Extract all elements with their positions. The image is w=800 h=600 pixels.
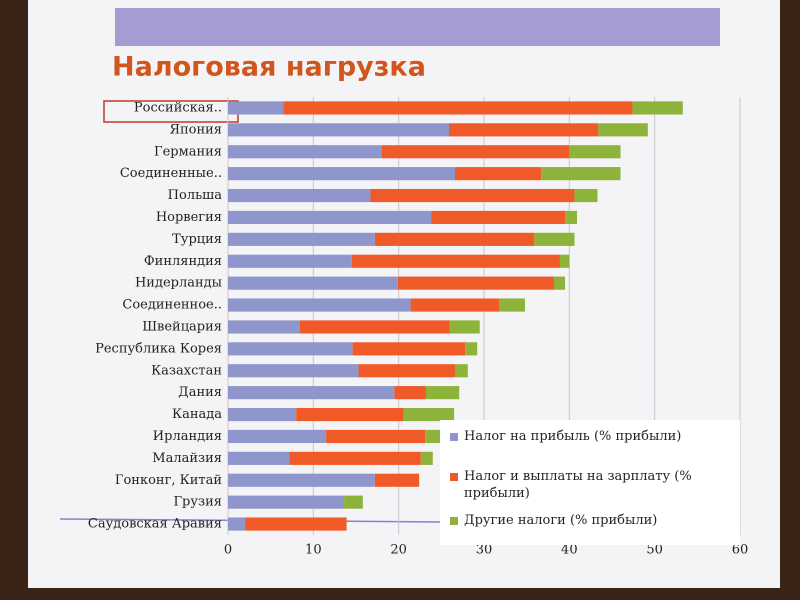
legend-swatch: [450, 517, 458, 525]
y-tick-label: Польша: [168, 188, 223, 203]
bar-segment: [431, 210, 566, 225]
bar-segment: [228, 276, 398, 290]
header-band: [115, 8, 720, 46]
bar-segment: [454, 364, 468, 378]
bar-segment: [228, 495, 345, 509]
bar-segment: [553, 276, 566, 290]
bar-segment: [228, 145, 382, 159]
y-tick-label: Гонконг, Китай: [115, 473, 222, 488]
bar-segment: [370, 188, 575, 203]
bar-segment: [228, 167, 455, 181]
legend-swatch: [450, 473, 458, 481]
legend-label: Налог и выплаты на зарплату (% прибыли): [464, 469, 692, 501]
legend-item: Налог и выплаты на зарплату (% прибыли): [450, 468, 724, 502]
bar-segment: [228, 298, 411, 312]
bar-segment: [465, 342, 478, 356]
x-tick-label: 0: [224, 543, 232, 558]
bar-segment: [228, 123, 450, 137]
y-tick-label: Япония: [169, 122, 222, 137]
bar-segment: [565, 210, 578, 225]
bar-segment: [351, 254, 560, 268]
bar-segment: [228, 517, 246, 531]
bar-segment: [228, 188, 371, 203]
bar-segment: [228, 320, 300, 334]
bar-segment: [228, 473, 375, 487]
bar-segment: [449, 320, 480, 334]
bar-segment: [420, 451, 433, 465]
legend-item: Налог на прибыль (% прибыли): [450, 428, 724, 445]
x-tick-label: 60: [732, 543, 749, 558]
bar-segment: [574, 188, 598, 203]
bar-segment: [394, 386, 426, 400]
x-tick-label: 50: [646, 543, 663, 558]
y-tick-label: Турция: [172, 232, 222, 247]
bar-segment: [228, 210, 432, 225]
bar-segment: [358, 364, 455, 378]
bar-segment: [397, 276, 554, 290]
legend-swatch: [450, 433, 458, 441]
bar-segment: [296, 407, 404, 422]
bar-segment: [228, 342, 353, 356]
bar-segment: [381, 145, 570, 159]
x-tick-label: 10: [305, 543, 322, 558]
bar-segment: [449, 123, 599, 137]
bar-segment: [534, 232, 575, 246]
bar-segment: [425, 386, 460, 400]
legend: Налог на прибыль (% прибыли) Налог и выпл…: [440, 420, 740, 545]
legend-item: Другие налоги (% прибыли): [450, 512, 724, 529]
x-tick-label: 40: [561, 543, 578, 558]
bar-segment: [283, 101, 633, 115]
bar-segment: [403, 407, 455, 422]
bar-segment: [541, 167, 621, 181]
chart-title: Налоговая нагрузка: [112, 52, 426, 83]
bar-segment: [245, 517, 347, 531]
y-tick-label: Финляндия: [144, 254, 222, 269]
bar-segment: [632, 101, 683, 115]
bar-segment: [569, 145, 621, 159]
y-tick-label: Грузия: [173, 495, 222, 510]
bar-segment: [228, 232, 375, 246]
y-tick-label: Казахстан: [151, 363, 222, 378]
bar-segment: [228, 451, 290, 465]
bar-segment: [374, 232, 535, 246]
y-tick-label: Швейцария: [142, 319, 222, 334]
bar-segment: [454, 167, 542, 181]
bar-segment: [228, 101, 284, 115]
x-tick-label: 20: [390, 543, 407, 558]
y-tick-label: Малайзия: [152, 451, 222, 466]
bar-segment: [228, 364, 359, 378]
y-tick-label: Канада: [172, 407, 222, 422]
y-tick-label: Российская..: [134, 100, 222, 115]
y-tick-label: Германия: [154, 144, 222, 159]
bar-segment: [228, 254, 352, 268]
bar-segment: [499, 298, 525, 312]
bar-segment: [299, 320, 450, 334]
bar-segment: [559, 254, 570, 268]
bar-segment: [344, 495, 363, 509]
y-tick-label: Соединенное..: [122, 298, 222, 313]
legend-label: Налог на прибыль (% прибыли): [464, 429, 682, 444]
legend-label: Другие налоги (% прибыли): [464, 513, 658, 528]
bar-segment: [326, 429, 426, 444]
bar-segment: [228, 386, 395, 400]
y-tick-label: Дания: [178, 385, 222, 400]
y-tick-label: Республика Корея: [95, 341, 222, 356]
bar-segment: [410, 298, 500, 312]
y-tick-label: Норвегия: [156, 210, 222, 225]
y-tick-label: Ирландия: [153, 429, 222, 444]
y-tick-label: Нидерланды: [135, 276, 222, 291]
bar-segment: [374, 473, 420, 487]
bar-segment: [352, 342, 466, 356]
y-tick-label: Саудовская Аравия: [88, 517, 222, 532]
bar-segment: [228, 429, 327, 444]
x-tick-label: 30: [476, 543, 493, 558]
bar-segment: [598, 123, 648, 137]
y-tick-label: Соединенные..: [120, 166, 222, 181]
bar-segment: [228, 407, 297, 422]
bar-segment: [289, 451, 421, 465]
